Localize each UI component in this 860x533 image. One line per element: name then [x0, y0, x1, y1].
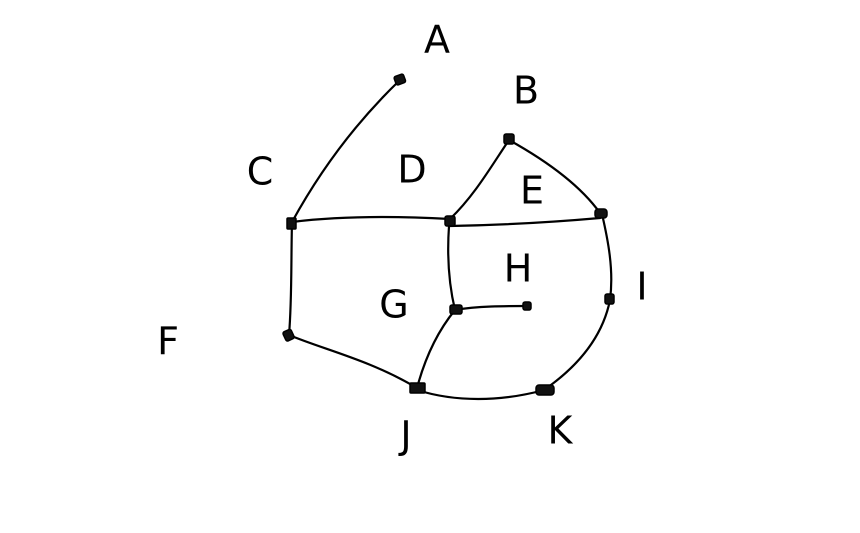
node-d	[444, 215, 456, 227]
edge-d-node-to-e-node	[448, 216, 602, 228]
label-i: I	[636, 265, 647, 309]
node-i	[604, 293, 615, 305]
edge-c-node-to-a-node	[290, 78, 402, 224]
label-h: H	[504, 247, 533, 291]
label-c: C	[247, 150, 274, 194]
label-j: J	[398, 414, 411, 458]
label-a: A	[424, 18, 450, 62]
label-k: K	[548, 409, 574, 453]
edge-d-node-to-b-node	[448, 138, 511, 221]
node-a	[393, 73, 407, 86]
edge-j-node-to-k-node	[415, 388, 546, 401]
edge-i-node-to-e-node	[600, 212, 613, 302]
edge-b-node-to-e-node	[507, 138, 602, 215]
edge-c-node-to-d-node	[290, 215, 452, 224]
node-k	[535, 384, 555, 396]
label-f: F	[157, 320, 179, 364]
edge-k-node-to-i-node	[542, 298, 612, 392]
graph-labels: A B C D E F G H I J K	[157, 18, 648, 458]
edge-g-node-to-j-node	[415, 308, 457, 390]
label-e: E	[520, 169, 544, 213]
graph-edges	[287, 78, 613, 401]
node-e	[594, 208, 608, 219]
node-b	[503, 133, 515, 145]
label-b: B	[513, 69, 539, 113]
graph-nodes	[282, 73, 615, 396]
edge-f-node-to-j-node	[287, 333, 419, 390]
edge-d-node-to-g-node	[447, 224, 457, 312]
node-g	[449, 304, 463, 315]
label-g: G	[379, 283, 408, 327]
node-j	[409, 382, 426, 394]
node-f	[282, 328, 295, 342]
node-c	[286, 217, 297, 230]
label-d: D	[397, 148, 426, 192]
edge-g-node-to-h-node	[453, 304, 529, 312]
edge-c-node-to-f-node	[287, 220, 294, 337]
node-h	[522, 301, 532, 311]
